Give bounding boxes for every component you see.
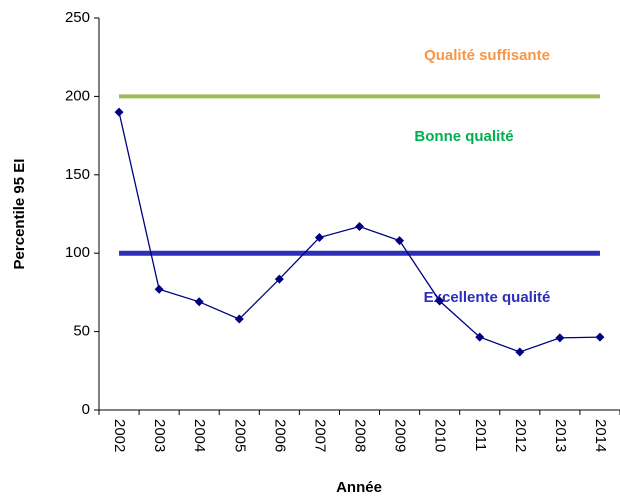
annotation: Excellente qualité xyxy=(424,289,551,306)
x-tick-label: 2002 xyxy=(111,419,128,452)
x-tick-label: 2003 xyxy=(151,419,168,452)
x-tick-label: 2011 xyxy=(472,419,489,451)
y-axis-title: Percentile 95 EI xyxy=(11,159,28,270)
x-tick-label: 2006 xyxy=(271,419,288,452)
data-point xyxy=(435,296,445,306)
y-tick-label: 100 xyxy=(65,244,90,261)
data-point xyxy=(515,347,525,357)
y-tick-label: 50 xyxy=(73,323,90,340)
data-point xyxy=(475,332,485,342)
data-point xyxy=(194,297,204,307)
data-point xyxy=(274,274,284,284)
data-point xyxy=(555,333,565,343)
x-tick-label: 2009 xyxy=(392,419,409,452)
x-tick-label: 2013 xyxy=(552,419,569,452)
data-point xyxy=(154,284,164,294)
x-tick-label: 2008 xyxy=(352,419,369,452)
data-line xyxy=(118,111,600,353)
x-tick-label: 2010 xyxy=(432,419,449,452)
data-point xyxy=(114,107,124,117)
data-point xyxy=(595,332,605,342)
data-point xyxy=(395,236,405,246)
data-point xyxy=(355,222,364,232)
x-tick-label: 2005 xyxy=(231,419,248,452)
x-axis-title: Année xyxy=(336,479,382,496)
x-tick-label: 2004 xyxy=(191,419,208,452)
x-tick-label: 2007 xyxy=(311,419,328,452)
y-tick-label: 200 xyxy=(65,87,90,104)
x-tick-label: 2014 xyxy=(592,419,609,452)
x-tick-label: 2012 xyxy=(512,419,529,452)
data-point xyxy=(314,233,324,243)
annotation: Bonne qualité xyxy=(414,128,513,145)
y-tick-label: 250 xyxy=(65,9,90,26)
annotation: Qualité suffisante xyxy=(424,47,550,64)
y-tick-label: 150 xyxy=(65,166,90,183)
y-tick-label: 0 xyxy=(82,401,90,418)
data-point xyxy=(234,314,244,324)
